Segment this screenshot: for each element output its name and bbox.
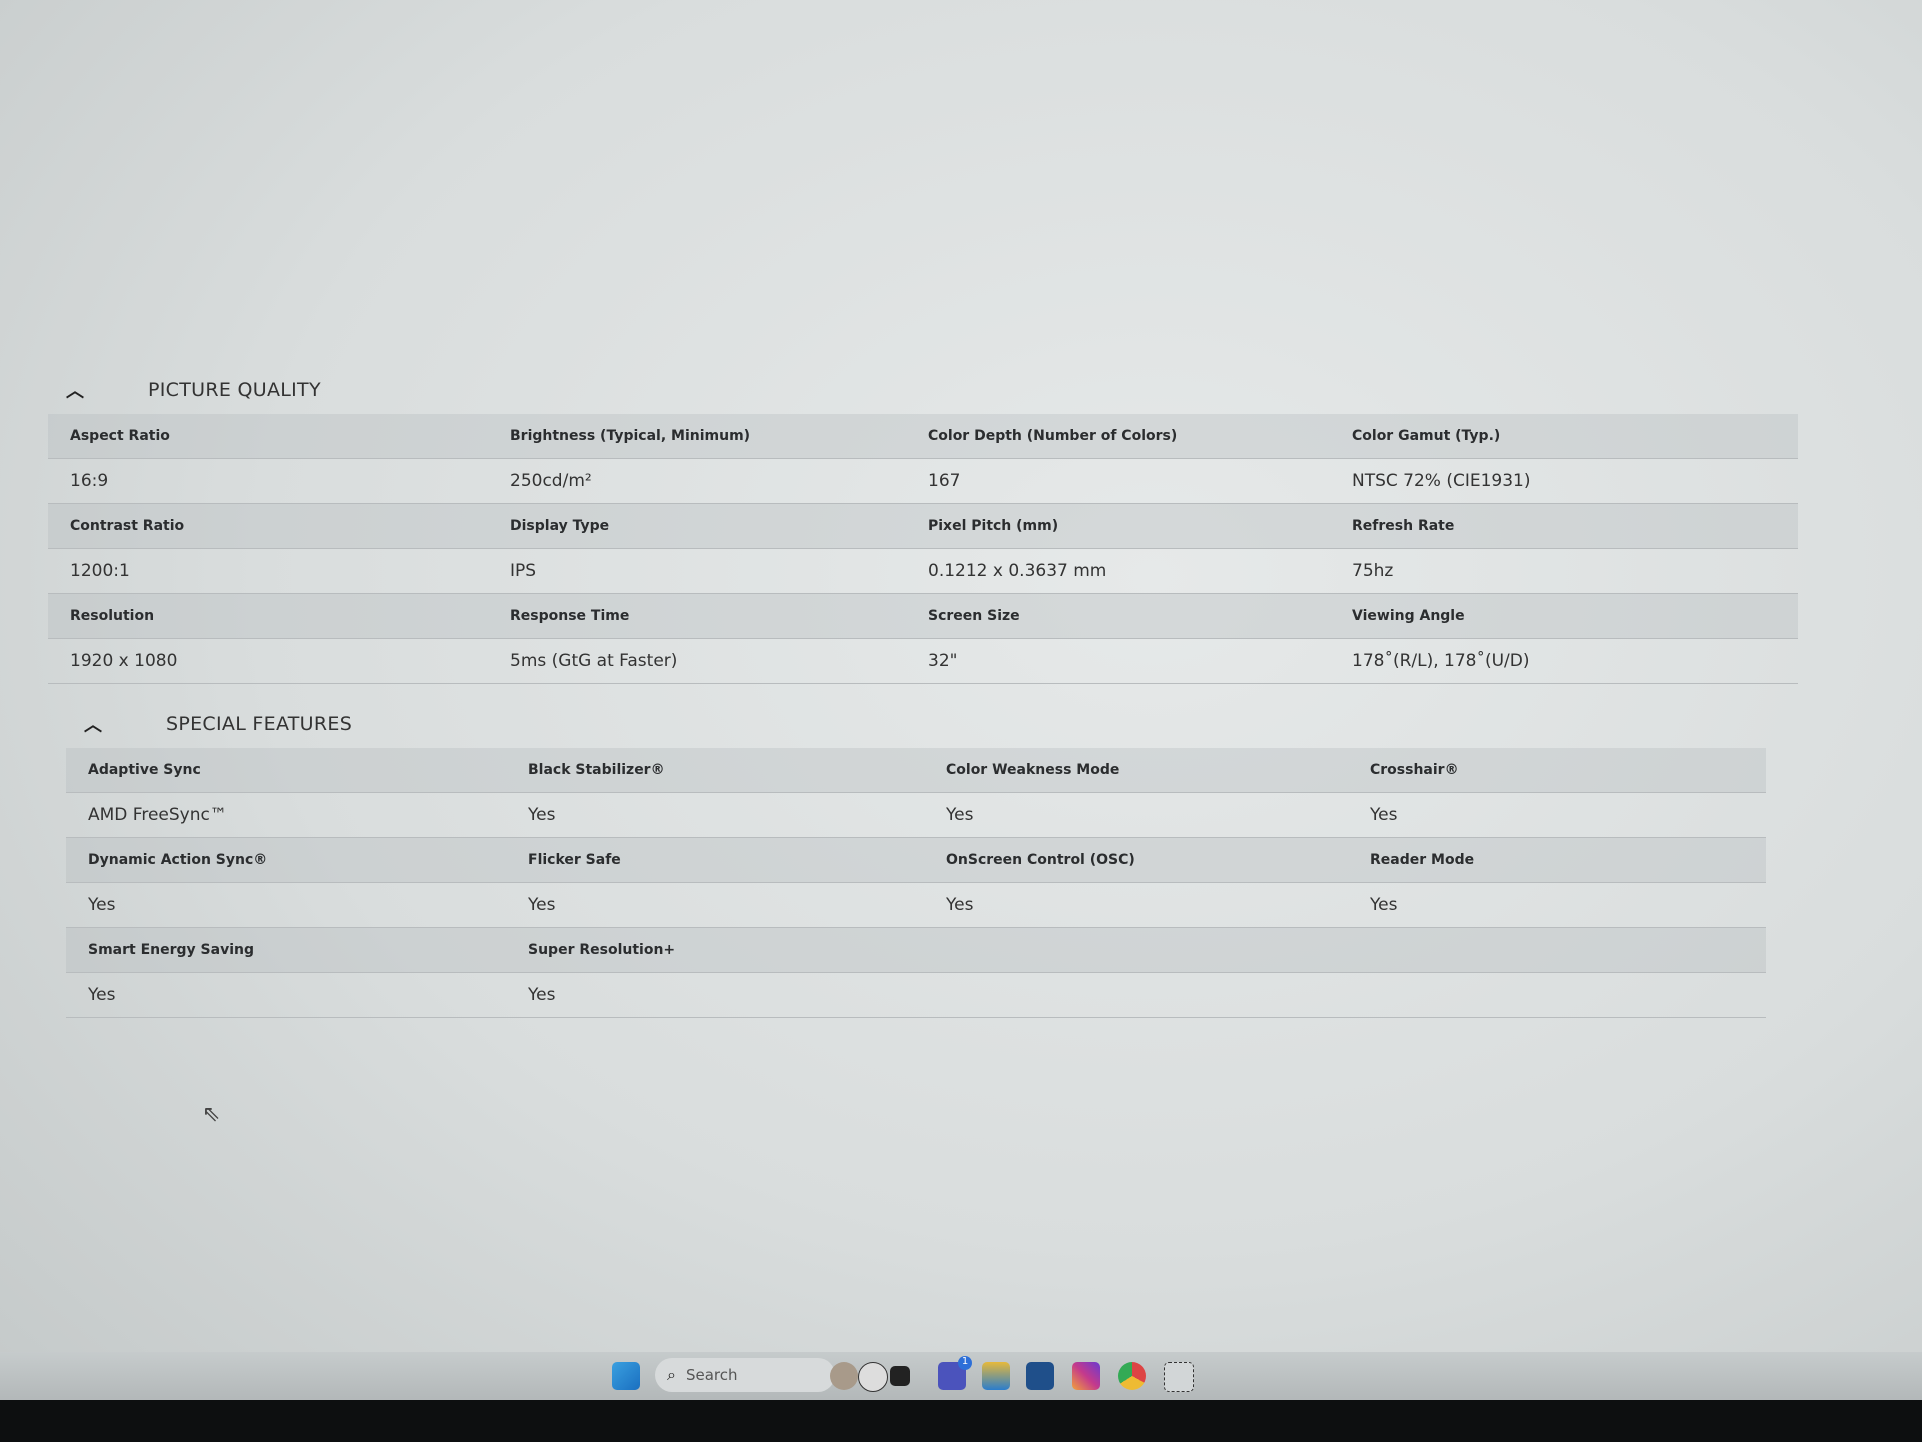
spec-label: Aspect Ratio — [70, 428, 170, 444]
spec-label: Contrast Ratio — [70, 518, 185, 534]
spec-value: Yes — [1370, 805, 1398, 825]
spec-label: Response Time — [510, 608, 630, 624]
spec-label: OnScreen Control (OSC) — [946, 852, 1135, 868]
spec-label: Color Weakness Mode — [946, 762, 1120, 778]
teams-icon[interactable]: 1 — [938, 1356, 972, 1390]
spec-value: 32" — [928, 651, 958, 671]
section-header[interactable]: ︿ SPECIAL FEATURES — [66, 700, 1766, 748]
spec-value: Yes — [528, 805, 556, 825]
spec-label: Adaptive Sync — [88, 762, 201, 778]
profile-photo-icon[interactable] — [830, 1362, 858, 1390]
spec-value: 1200:1 — [70, 561, 130, 581]
spec-value: 75hz — [1352, 561, 1394, 581]
spec-value: 0.1212 x 0.3637 mm — [928, 561, 1107, 581]
spec-label: Screen Size — [928, 608, 1020, 624]
microsoft-store-icon[interactable] — [1026, 1362, 1054, 1390]
spec-value: 1920 x 1080 — [70, 651, 178, 671]
search-input[interactable]: ⌕ Search — [655, 1358, 835, 1392]
spec-label: Pixel Pitch (mm) — [928, 518, 1059, 534]
chevron-up-icon[interactable]: ︿ — [84, 715, 103, 736]
task-view-icon[interactable] — [890, 1366, 910, 1386]
spec-label: Display Type — [510, 518, 610, 534]
app-icon[interactable] — [858, 1362, 888, 1392]
file-explorer-icon[interactable] — [982, 1362, 1010, 1390]
monitor-bezel — [0, 1400, 1922, 1442]
spec-value-row: Yes Yes — [66, 973, 1766, 1018]
spec-value: Yes — [946, 895, 974, 915]
spec-label-row: Smart Energy Saving Super Resolution+ — [66, 928, 1766, 973]
chrome-icon[interactable] — [1118, 1362, 1146, 1390]
special-features-section: ︿ SPECIAL FEATURES Adaptive Sync Black Stab… — [66, 700, 1766, 1018]
chevron-up-icon[interactable]: ︿ — [66, 381, 85, 402]
spec-label: Black Stabilizer® — [528, 762, 665, 778]
notification-badge: 1 — [958, 1356, 972, 1370]
spec-label: Super Resolution+ — [528, 942, 676, 958]
spec-value: Yes — [88, 985, 116, 1005]
section-title: SPECIAL FEATURES — [166, 713, 353, 735]
instagram-icon[interactable] — [1072, 1362, 1100, 1390]
spec-label: Resolution — [70, 608, 155, 624]
spec-value: Yes — [528, 895, 556, 915]
spec-value-row: Yes Yes Yes Yes — [66, 883, 1766, 928]
spec-label: Reader Mode — [1370, 852, 1475, 868]
picture-quality-section: ︿ PICTURE QUALITY Aspect Ratio Brightness (… — [48, 366, 1798, 684]
spec-label: Dynamic Action Sync® — [88, 852, 268, 868]
windows-start-icon[interactable] — [612, 1362, 640, 1390]
spec-value: 250cd/m² — [510, 471, 592, 491]
search-icon: ⌕ — [667, 1365, 676, 1384]
spec-value: Yes — [1370, 895, 1398, 915]
spec-value: 167 — [928, 471, 961, 491]
spec-value: 5ms (GtG at Faster) — [510, 651, 678, 671]
spec-label-row: Contrast Ratio Display Type Pixel Pitch (m… — [48, 504, 1798, 549]
spec-value-row: 16:9 250cd/m² 167 NTSC 72% (CIE1931) — [48, 459, 1798, 504]
spec-value-row: 1200:1 IPS 0.1212 x 0.3637 mm 75hz — [48, 549, 1798, 594]
spec-label: Smart Energy Saving — [88, 942, 254, 958]
spec-label: Color Gamut (Typ.) — [1352, 428, 1501, 444]
spec-value: AMD FreeSync™ — [88, 805, 227, 825]
spec-value: 16:9 — [70, 471, 109, 491]
spec-value: Yes — [528, 985, 556, 1005]
spec-label-row: Dynamic Action Sync® Flicker Safe OnScreen… — [66, 838, 1766, 883]
spec-label-row: Adaptive Sync Black Stabilizer® Color Weak… — [66, 748, 1766, 793]
spec-value: Yes — [88, 895, 116, 915]
spec-value-row: AMD FreeSync™ Yes Yes Yes — [66, 793, 1766, 838]
spec-value: NTSC 72% (CIE1931) — [1352, 471, 1531, 491]
spec-label: Viewing Angle — [1352, 608, 1465, 624]
spec-label-row: Aspect Ratio Brightness (Typical, Minimum… — [48, 414, 1798, 459]
snipping-tool-icon[interactable] — [1164, 1362, 1194, 1392]
spec-label: Color Depth (Number of Colors) — [928, 428, 1178, 444]
spec-label: Refresh Rate — [1352, 518, 1455, 534]
spec-label-row: Resolution Response Time Screen Size Viewin… — [48, 594, 1798, 639]
spec-value: 178˚(R/L), 178˚(U/D) — [1352, 651, 1530, 671]
spec-value: IPS — [510, 561, 537, 581]
spec-value-row: 1920 x 1080 5ms (GtG at Faster) 32" 178˚(R/… — [48, 639, 1798, 684]
spec-label: Brightness (Typical, Minimum) — [510, 428, 751, 444]
section-title: PICTURE QUALITY — [148, 379, 321, 401]
taskbar: ⌕ Search 1 — [0, 1352, 1922, 1400]
spec-label: Crosshair® — [1370, 762, 1459, 778]
section-header[interactable]: ︿ PICTURE QUALITY — [48, 366, 1798, 414]
mouse-cursor-icon: ⇖ — [202, 1102, 221, 1127]
search-label: Search — [685, 1366, 738, 1384]
spec-value: Yes — [946, 805, 974, 825]
spec-label: Flicker Safe — [528, 852, 621, 868]
